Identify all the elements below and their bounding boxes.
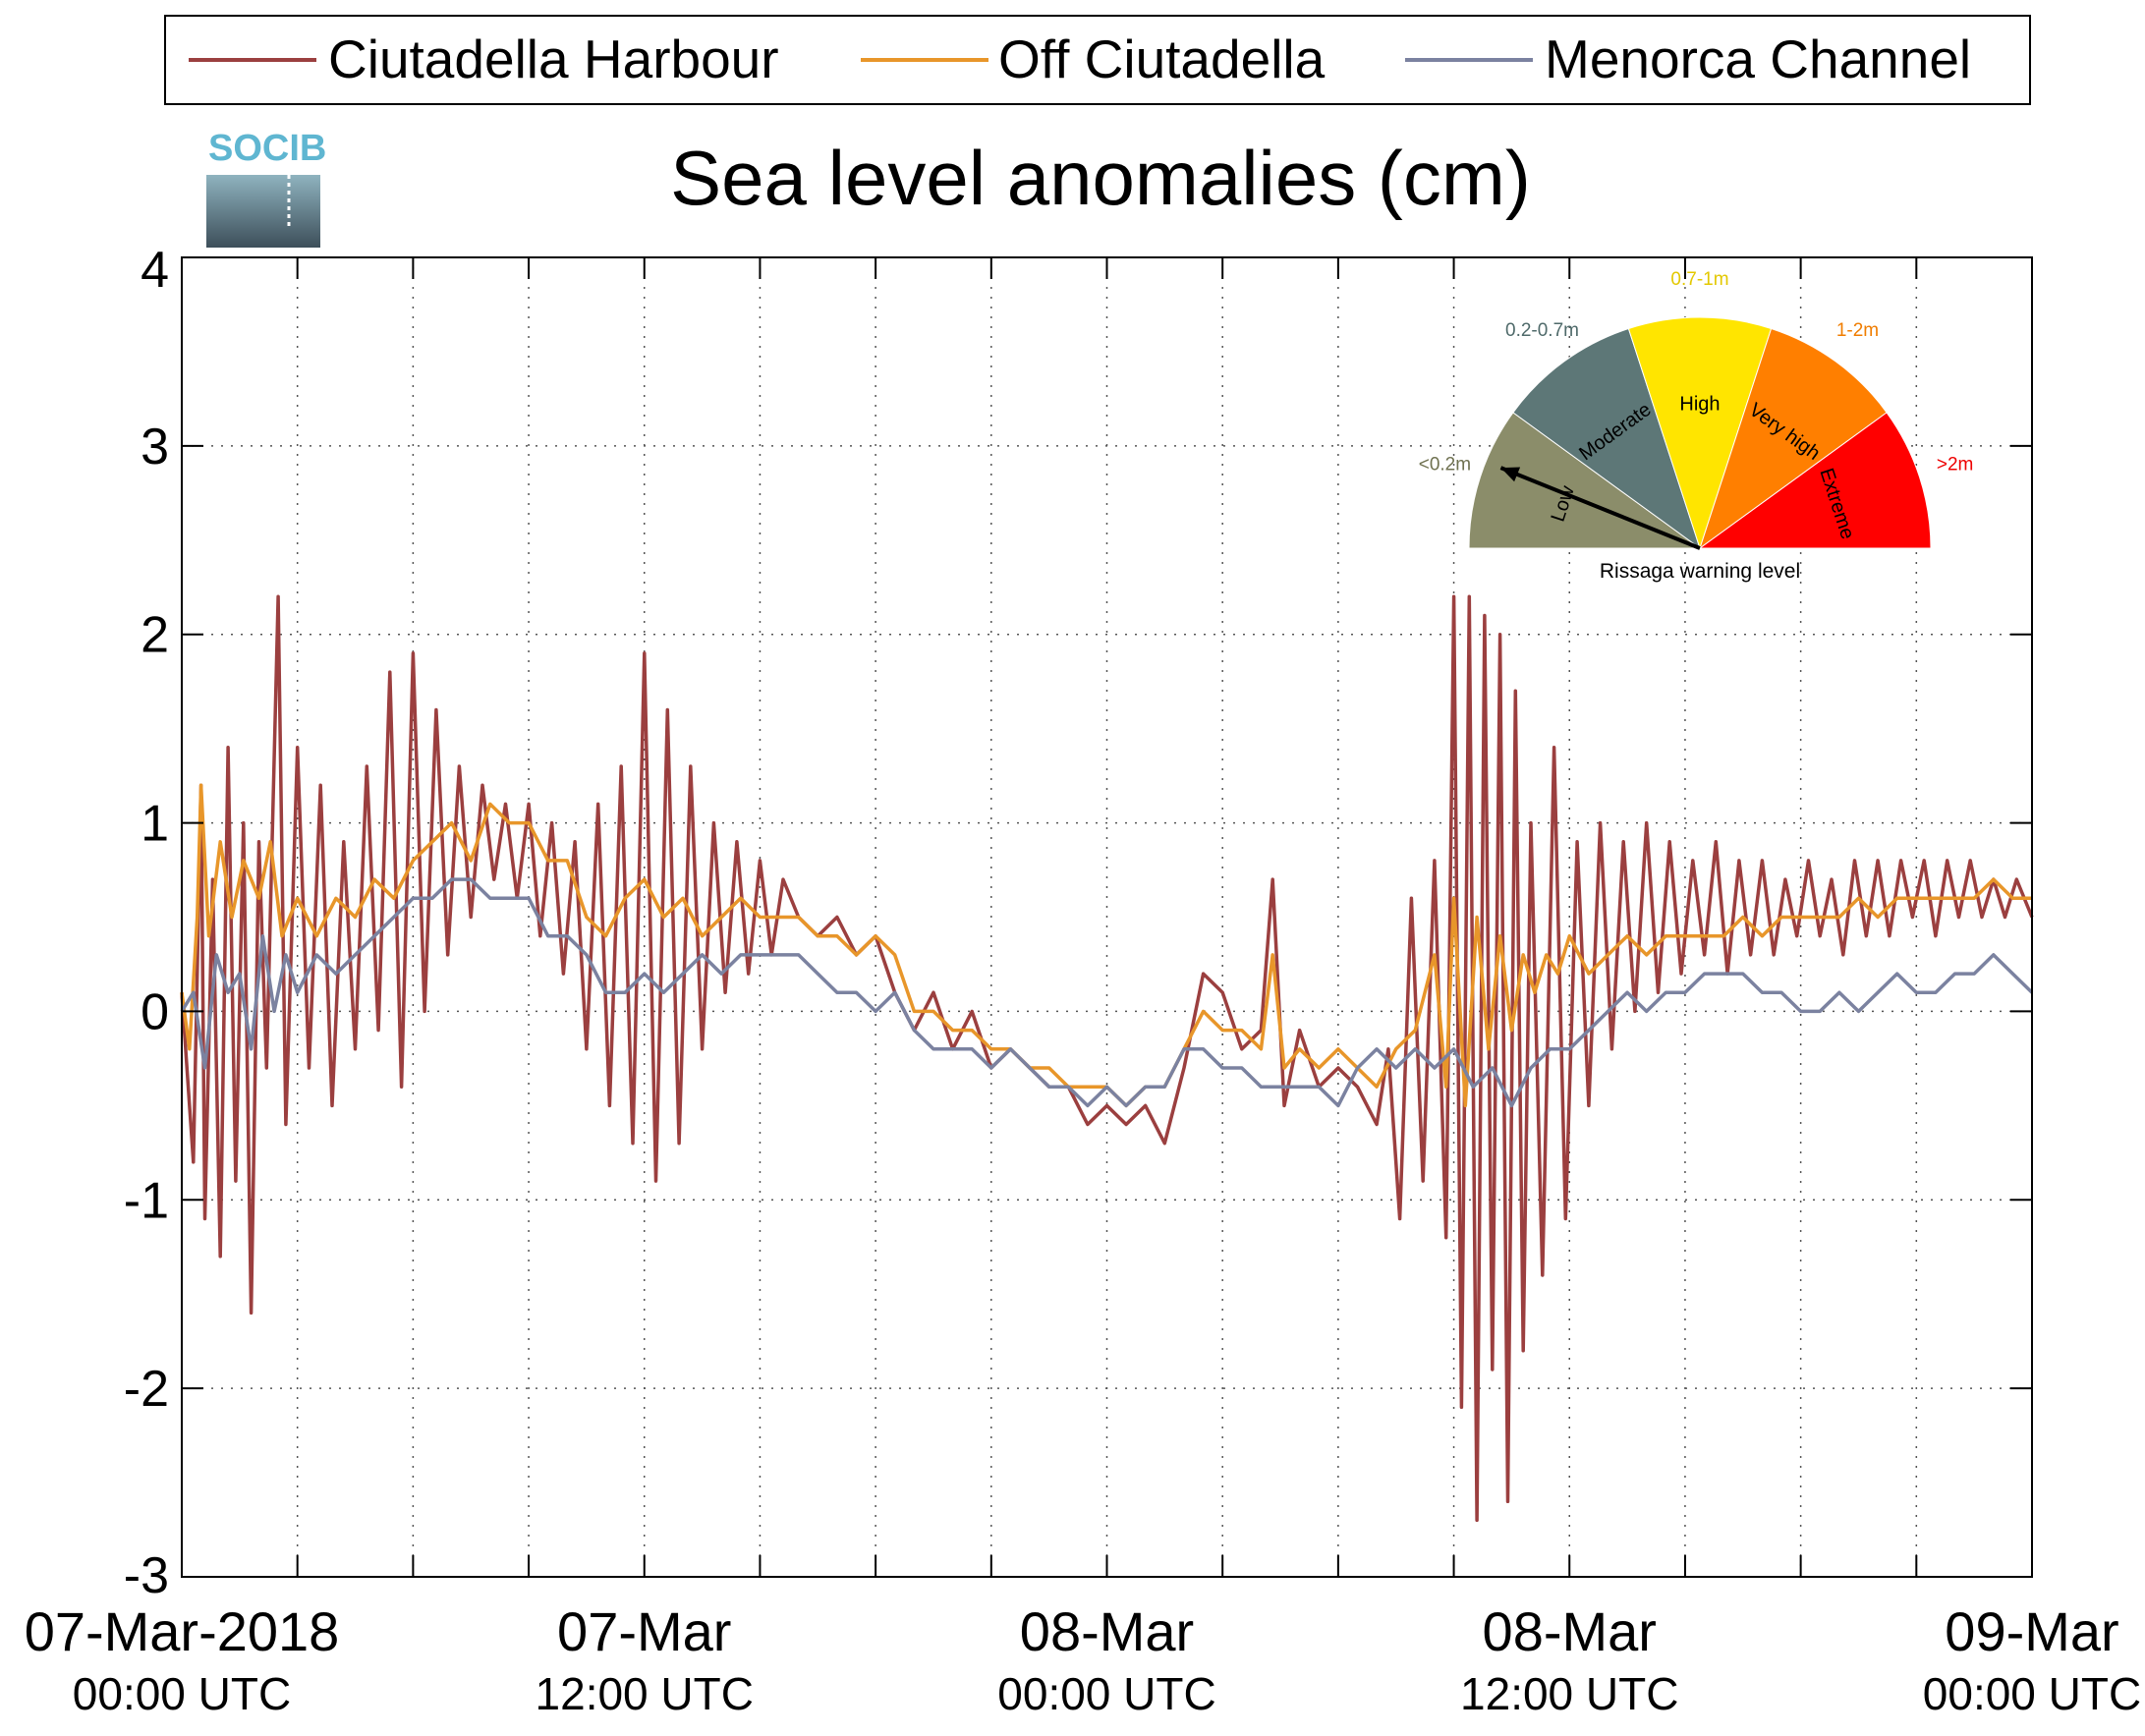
y-tick-label: -2: [124, 1361, 169, 1418]
gauge-range-label: <0.2m: [1419, 455, 1471, 476]
legend-box: [164, 15, 2031, 105]
logo-text: SOCIB: [208, 128, 326, 169]
y-axis-tick-labels: 4 3 2 1 0 -1 -2 -3: [124, 242, 169, 1604]
x-tick-time-label: 00:00 UTC: [1923, 1668, 2141, 1719]
x-axis-tick-labels: 07-Mar-2018 00:00 UTC 07-Mar 12:00 UTC 08-Ma…: [25, 1600, 2142, 1719]
x-tick-date-label: 09-Mar: [1945, 1600, 2118, 1662]
axis-ticks: [182, 257, 2032, 1577]
legend-label: Off Ciutadella: [998, 28, 1326, 89]
gauge-range-label: >2m: [1937, 455, 1974, 476]
x-tick-time-label: 00:00 UTC: [73, 1668, 291, 1719]
gauge-needle: [1499, 466, 1701, 550]
series-group: [180, 594, 2034, 1523]
x-tick-date-label: 07-Mar: [557, 1600, 731, 1662]
gauge-caption: Rissaga warning level: [1600, 560, 1800, 583]
y-tick-label: 2: [141, 607, 169, 664]
gauge-sector-name: High: [1679, 394, 1720, 416]
gauge-sector-low: [1468, 412, 1702, 549]
series-line-ciutadella-harbour: [180, 594, 2034, 1523]
legend-item-off-ciutadella: Off Ciutadella: [861, 28, 1326, 89]
legend-label: Menorca Channel: [1545, 28, 1971, 89]
y-tick-label: -1: [124, 1172, 169, 1229]
y-tick-label: 0: [141, 983, 169, 1040]
gauge-range-label: 0.7-1m: [1670, 269, 1728, 290]
y-tick-label: -3: [124, 1547, 169, 1604]
legend-item-menorca-channel: Menorca Channel: [1405, 28, 1971, 89]
legend-item-ciutadella-harbour: Ciutadella Harbour: [189, 28, 779, 89]
chart-title: Sea level anomalies (cm): [670, 135, 1531, 221]
gauge-needle-arrowhead: [1500, 467, 1521, 482]
x-tick-date-label: 08-Mar: [1020, 1600, 1194, 1662]
x-tick-date-label: 08-Mar: [1483, 1600, 1657, 1662]
logo-block: [206, 175, 320, 248]
x-tick-time-label: 12:00 UTC: [1460, 1668, 1678, 1719]
legend-label: Ciutadella Harbour: [328, 28, 779, 89]
gauge-sector-moderate: [1512, 327, 1701, 550]
gauge-range-label: 0.2-0.7m: [1505, 320, 1579, 341]
y-tick-label: 3: [141, 419, 169, 476]
y-tick-label: 1: [141, 796, 169, 853]
legend: Ciutadella Harbour Off Ciutadella Menorc…: [164, 15, 2031, 105]
gauge-range-label: 1-2m: [1836, 320, 1879, 341]
series-line-menorca-channel: [180, 877, 2034, 1108]
x-tick-date-label: 07-Mar-2018: [25, 1600, 340, 1662]
socib-logo: SOCIB: [206, 128, 326, 248]
gauge-sector-very-high: [1699, 327, 1888, 550]
gauge-sector-high: [1627, 316, 1773, 550]
y-tick-label: 4: [141, 242, 169, 299]
x-tick-time-label: 12:00 UTC: [536, 1668, 754, 1719]
gauge-sector-extreme: [1698, 412, 1932, 549]
x-tick-time-label: 00:00 UTC: [997, 1668, 1215, 1719]
